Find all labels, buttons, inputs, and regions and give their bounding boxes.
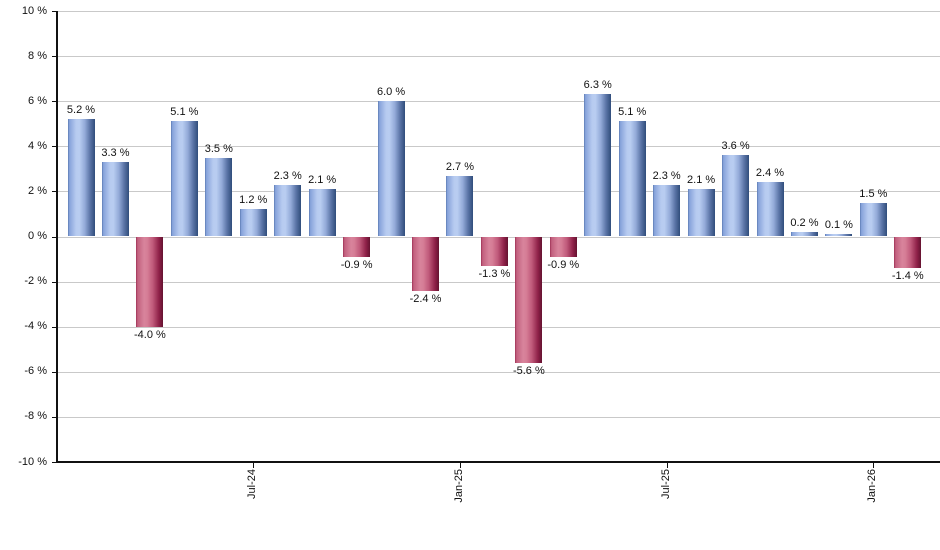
y-axis-tick	[52, 236, 57, 238]
x-tick-label: Jan-26	[866, 469, 879, 503]
bar	[515, 236, 543, 363]
x-tick-label: Jul-25	[659, 469, 672, 499]
gridline	[58, 101, 940, 103]
x-axis-tick	[253, 463, 255, 468]
bar	[894, 236, 922, 269]
y-tick-label: 10 %	[21, 4, 47, 17]
bar-value-label: 3.3 %	[101, 147, 130, 160]
bar	[618, 121, 646, 237]
gridline	[58, 56, 940, 58]
y-axis-tick	[52, 101, 57, 103]
bar-value-label: 2.1 %	[687, 174, 716, 187]
bar	[377, 101, 405, 237]
bar-value-label: 3.5 %	[204, 142, 233, 155]
y-tick-label: 4 %	[28, 139, 47, 152]
bar	[308, 189, 336, 237]
bar	[480, 236, 508, 266]
bar	[722, 155, 750, 237]
bar-value-label: -1.4 %	[891, 270, 924, 283]
y-tick-label: -2 %	[24, 275, 47, 288]
y-axis-tick	[52, 371, 57, 373]
bar	[101, 162, 129, 237]
bar-value-label: 6.3 %	[583, 79, 612, 92]
bar-value-label: 0.2 %	[790, 216, 819, 229]
y-axis-tick	[52, 191, 57, 193]
bar	[67, 119, 95, 237]
bar-value-label: -0.9 %	[547, 258, 580, 271]
gridline	[58, 191, 940, 193]
bar-value-label: 5.1 %	[170, 106, 199, 119]
y-tick-label: 2 %	[28, 184, 47, 197]
y-tick-label: 0 %	[28, 230, 47, 242]
x-tick-label: Jan-25	[452, 469, 465, 503]
y-tick-label: -8 %	[24, 410, 47, 423]
bar-value-label: -4.0 %	[133, 328, 166, 341]
gridline	[58, 371, 940, 373]
bar-value-label: 2.3 %	[273, 169, 302, 182]
gridline	[58, 146, 940, 148]
y-axis-line	[56, 11, 58, 463]
plot-area: 5.2 % 3.3 % -4.0 % 5.1 % 3.5 % 1.2 % 2.3 % 2.1 …	[57, 11, 940, 462]
y-tick-label: 8 %	[28, 49, 47, 62]
y-axis-tick	[52, 11, 57, 12]
bar	[825, 234, 853, 237]
bar-value-label: 0.1 %	[824, 219, 853, 232]
bar	[549, 236, 577, 257]
bar	[136, 236, 164, 327]
y-axis-tick	[52, 326, 57, 328]
y-tick-label: -6 %	[24, 365, 47, 378]
bar-value-label: 2.7 %	[445, 160, 474, 173]
bar-value-label: 2.1 %	[308, 174, 337, 187]
bar-value-label: -0.9 %	[340, 258, 373, 271]
bar-value-label: 3.6 %	[721, 140, 750, 153]
bar-value-label: -2.4 %	[409, 292, 442, 305]
bar-value-label: 5.2 %	[66, 104, 96, 117]
bar-value-label: 2.3 %	[652, 169, 681, 182]
y-tick-label: -4 %	[24, 320, 47, 333]
bar	[687, 189, 715, 237]
y-axis-tick	[52, 281, 57, 283]
y-tick-label: -10 %	[18, 455, 47, 468]
y-axis-tick	[52, 416, 57, 418]
bar-value-label: 2.4 %	[755, 167, 785, 180]
x-axis-tick	[459, 463, 461, 468]
bar	[446, 175, 474, 237]
x-axis-tick	[666, 463, 668, 468]
gridline	[58, 281, 940, 283]
x-tick-label: Jul-24	[246, 469, 259, 499]
gridline	[58, 416, 940, 418]
bar	[653, 184, 681, 237]
bar	[790, 231, 818, 237]
bar-value-label: -1.3 %	[478, 267, 511, 280]
bar-value-label: 6.0 %	[376, 86, 406, 99]
bar	[412, 236, 439, 291]
y-axis-tick	[52, 462, 57, 463]
bar-value-label: 1.5 %	[859, 187, 888, 200]
x-axis-line	[56, 461, 940, 463]
bar	[343, 236, 371, 257]
gridline	[58, 11, 940, 12]
y-tick-label: 6 %	[28, 94, 47, 107]
bar	[584, 94, 612, 237]
y-axis-tick	[52, 146, 57, 148]
bar-value-label: -5.6 %	[512, 364, 545, 377]
x-axis-tick	[873, 463, 875, 468]
bar-value-label: 5.1 %	[618, 106, 647, 119]
gridline	[58, 326, 940, 328]
bar	[170, 121, 198, 237]
bar	[859, 202, 887, 237]
y-axis-tick	[52, 56, 57, 58]
bar	[205, 157, 233, 237]
bar	[239, 209, 267, 237]
bar-value-label: 1.2 %	[239, 194, 268, 207]
bar	[274, 184, 302, 237]
bar	[756, 182, 784, 237]
